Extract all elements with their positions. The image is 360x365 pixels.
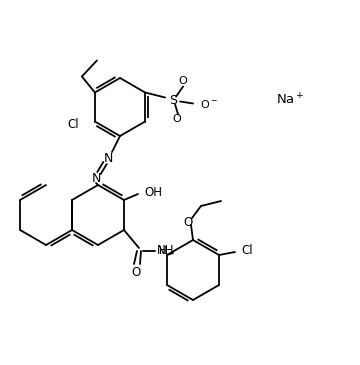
Text: O: O [173,115,181,124]
Text: O: O [179,77,188,87]
Text: NH: NH [157,245,175,257]
Text: Na$^+$: Na$^+$ [276,92,304,108]
Text: O$^-$: O$^-$ [200,97,218,110]
Text: H: H [159,246,167,256]
Text: S: S [169,94,177,107]
Text: OH: OH [144,185,162,199]
Text: O: O [183,215,193,228]
Text: N: N [91,172,101,184]
Text: Cl: Cl [67,118,79,131]
Text: O: O [131,265,141,278]
Text: N: N [103,151,113,165]
Text: Cl: Cl [241,245,253,257]
